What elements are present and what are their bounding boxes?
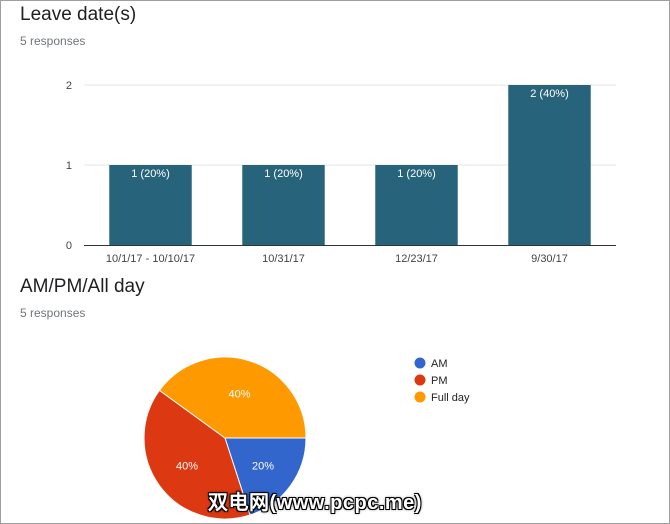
pie-chart-response-count: 5 responses: [20, 306, 86, 320]
legend-label: PM: [431, 375, 448, 387]
bar: [242, 165, 325, 245]
pie-slice: [143, 389, 251, 520]
pie-slice: [224, 437, 307, 516]
x-tick-label: 10/1/17 - 10/10/17: [106, 253, 195, 265]
bar: [109, 165, 192, 245]
x-tick-label: 9/30/17: [531, 253, 568, 265]
x-tick-label: 12/23/17: [395, 253, 438, 265]
legend-swatch: [414, 357, 426, 369]
pie-slice-label: 40%: [229, 388, 251, 400]
y-tick-label: 1: [66, 160, 72, 172]
pie-chart: 20% 40% 40% AM PM Full day: [143, 356, 470, 520]
legend-label: Full day: [431, 392, 470, 404]
y-tick-label: 2: [66, 80, 72, 92]
bar: [375, 165, 458, 245]
bar-data-label: 2 (40%): [530, 88, 569, 100]
legend-label: AM: [431, 358, 448, 370]
bar: [508, 85, 591, 245]
legend-swatch: [414, 374, 426, 386]
bar-chart-title: Leave date(s): [20, 4, 137, 25]
pie-slice-label: 40%: [176, 461, 198, 473]
bar-chart: 0 1 2 1 (20%) 10/1/17 - 10/10/17 1 (20%) 10/31…: [66, 80, 616, 265]
legend-swatch: [414, 391, 426, 403]
x-tick-label: 10/31/17: [262, 253, 305, 265]
bar-chart-response-count: 5 responses: [20, 34, 86, 48]
bar-data-label: 1 (20%): [397, 168, 436, 180]
bar-data-label: 1 (20%): [131, 168, 170, 180]
bar-data-label: 1 (20%): [264, 168, 303, 180]
y-tick-label: 0: [66, 240, 72, 252]
pie-slice: [158, 356, 307, 439]
pie-slice-label: 20%: [252, 461, 274, 473]
pie-chart-title: AM/PM/All day: [20, 276, 145, 297]
watermark-text: 双电网(www.pcpc.me): [208, 492, 422, 514]
